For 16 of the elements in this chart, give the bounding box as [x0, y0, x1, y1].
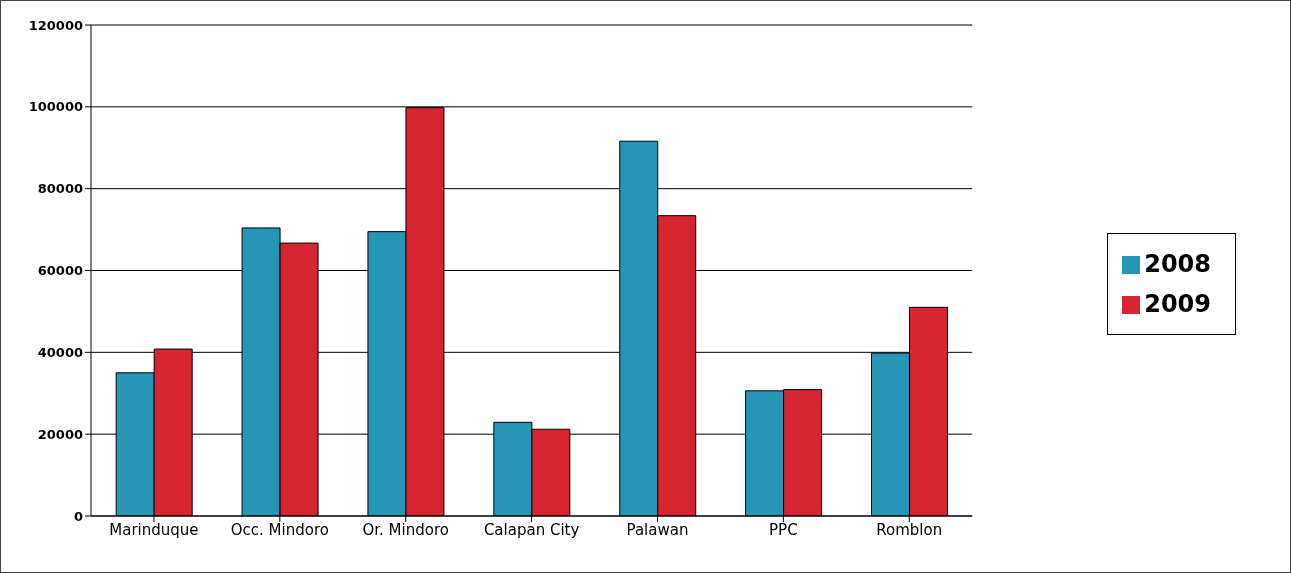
y-tick-label: 100000 — [28, 99, 83, 115]
x-tick-label: Or. Mindoro — [362, 520, 449, 539]
y-tick-label: 40000 — [37, 344, 83, 360]
legend-label: 2009 — [1144, 289, 1211, 318]
y-tick-label: 20000 — [37, 426, 83, 442]
x-tick-label: Palawan — [626, 520, 689, 539]
y-tick-label: 80000 — [37, 181, 83, 197]
x-tick-label: Marinduque — [109, 520, 199, 539]
legend-label: 2008 — [1144, 249, 1211, 278]
y-tick-label: 120000 — [28, 17, 83, 33]
y-tick-label: 60000 — [37, 263, 83, 279]
y-tick-label: 0 — [73, 508, 83, 524]
x-tick-label: Occ. Mindoro — [230, 520, 329, 539]
x-tick-label: Romblon — [876, 520, 943, 539]
x-tick-label: PPC — [769, 520, 798, 539]
x-tick-label: Calapan City — [483, 520, 580, 539]
